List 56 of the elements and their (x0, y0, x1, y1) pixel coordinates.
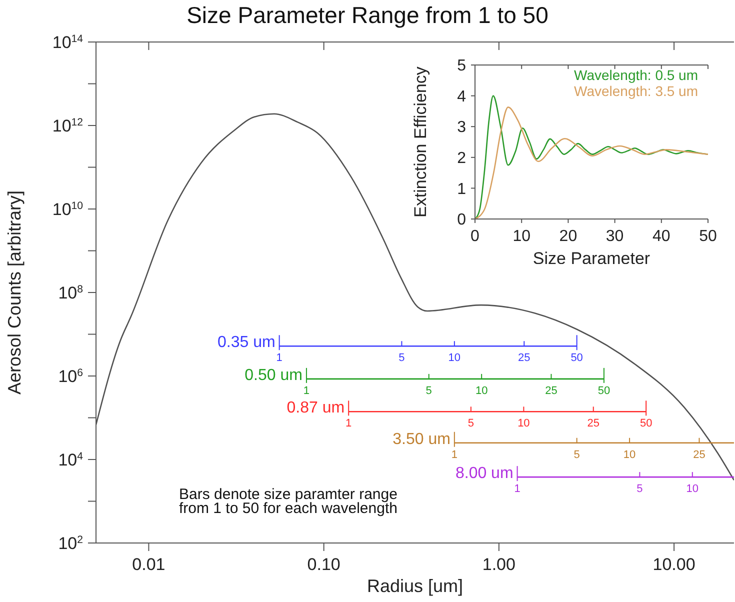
x-axis-title: Radius [um] (366, 576, 464, 596)
annotation: 10 (518, 418, 530, 430)
legend-label: 0.50 um (244, 366, 302, 384)
annotation: 50 (570, 352, 583, 364)
y-tick-label: 5 (457, 58, 466, 75)
x-tick-label: 10.00 (652, 555, 696, 574)
annotation: 10 (686, 483, 699, 496)
y-tick-label: 3 (457, 119, 466, 136)
annotation: 5 (636, 483, 643, 496)
text: Wavelength: 3.5 um (574, 83, 698, 99)
annotation: 5 (426, 384, 432, 397)
y-tick-label: 10$^{2}$ (58, 534, 84, 553)
legend-label: 3.50 um (392, 430, 450, 448)
y-tick-label: 4 (457, 88, 466, 106)
annotation: 50 (640, 418, 652, 430)
y-tick-label: 0 (457, 212, 466, 229)
annotation: Bars denote size paramter range from 1 to 50 for each wavelength (179, 486, 398, 517)
legend-label: 8.00 um (455, 465, 514, 482)
x-tick-label: 1.00 (482, 555, 516, 574)
text: Wavelength: 0.5 um (574, 67, 698, 83)
annotation: 10 (623, 448, 636, 461)
y-axis-title: Aerosol Counts [arbitrary] (4, 190, 24, 395)
annotation: 1 (346, 418, 352, 430)
x-tick-label: 40 (652, 228, 670, 245)
y-axis-title: Extinction Efficiency (411, 66, 430, 218)
legend-label: 0.87 um (286, 400, 345, 417)
x-tick-label: 10 (512, 228, 531, 245)
annotation: 25 (518, 352, 530, 364)
y-tick-label: 10$^{8}$ (58, 283, 84, 302)
x-tick-label: 0.10 (307, 555, 340, 574)
y-tick-label: 10$^{10}$ (52, 200, 84, 219)
annotation: 5 (398, 352, 405, 364)
x-tick-label: 0 (470, 228, 480, 245)
annotation: 1 (514, 483, 520, 496)
y-tick-label: 10$^{4}$ (58, 450, 84, 470)
y-tick-label: 2 (457, 150, 466, 167)
annotation: 10 (475, 384, 488, 397)
y-tick-label: 10$^{6}$ (58, 366, 84, 386)
annotation: 25 (693, 448, 706, 461)
y-tick-label: 1 (457, 180, 466, 198)
x-tick-label: 20 (559, 228, 578, 245)
annotation: 50 (598, 384, 610, 397)
x-tick-label: 30 (606, 228, 624, 245)
x-tick-label: 50 (699, 228, 717, 245)
chart-title: Size Parameter Range from 1 to 50 (186, 2, 550, 29)
annotation: 1 (276, 352, 282, 364)
annotation: 25 (545, 384, 558, 397)
annotation: 25 (587, 418, 600, 430)
legend-label: 0.35 um (218, 334, 276, 352)
x-axis-title: Size Parameter (532, 249, 650, 268)
annotation: 1 (303, 384, 310, 397)
y-tick-label: 10$^{14}$ (52, 32, 84, 52)
y-tick-label: 10$^{12}$ (52, 116, 84, 136)
annotation: 10 (448, 352, 461, 364)
annotation: 5 (574, 448, 580, 461)
x-tick-label: 0.01 (132, 555, 166, 574)
